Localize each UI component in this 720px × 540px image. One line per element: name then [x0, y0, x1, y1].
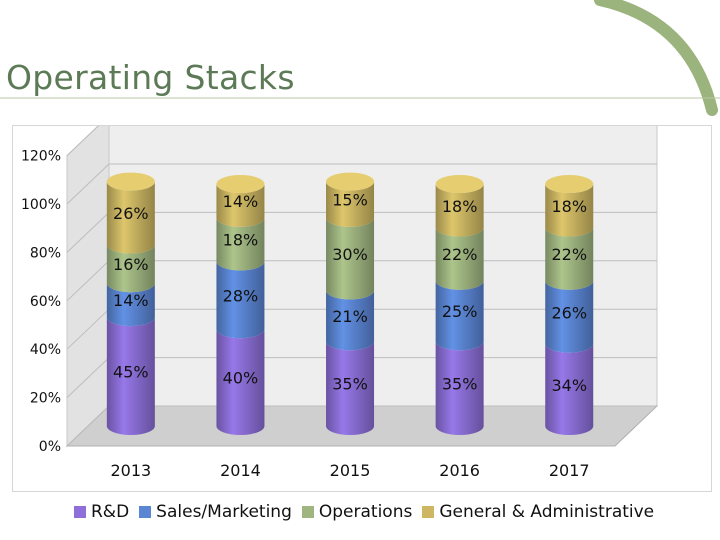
- legend-label: General & Administrative: [439, 502, 655, 522]
- bar-segment-general-administrative: [326, 181, 375, 227]
- stack-2015: [326, 172, 375, 435]
- bar-top-cap: [326, 172, 375, 191]
- stack-2014: [216, 175, 265, 435]
- bar-segment-general-administrative: [216, 184, 265, 227]
- bar-segment-general-administrative: [545, 184, 594, 237]
- bar-segment-operations: [435, 227, 484, 290]
- bar-segment-operations: [216, 217, 265, 271]
- data-label: 22%: [551, 245, 587, 264]
- data-label: 26%: [113, 204, 149, 223]
- x-category-label: 2014: [220, 461, 261, 480]
- bar-segment-general-administrative: [106, 181, 155, 254]
- y-tick-label: 20%: [30, 391, 61, 407]
- data-label: 21%: [332, 307, 368, 326]
- bar-segment-sales-marketing: [216, 261, 265, 339]
- chart-side-wall: [66, 126, 110, 448]
- y-tick-label: 0%: [39, 439, 61, 455]
- bar-segment-r-d: [106, 317, 155, 435]
- data-label: 18%: [223, 231, 259, 250]
- data-label: 35%: [442, 375, 478, 394]
- stacked-cylinder-chart: 0% 20% 40% 60% 80% 100% 120% 45% 14% 16% 26% 2013 40…: [21, 126, 659, 480]
- stack-2013: [106, 172, 155, 435]
- data-label: 35%: [332, 375, 368, 394]
- slide-title: Operating Stacks: [6, 58, 295, 97]
- data-label: 15%: [332, 191, 368, 210]
- legend-item: Operations: [301, 502, 413, 522]
- data-label: 34%: [551, 376, 587, 395]
- data-label: 26%: [551, 303, 587, 322]
- bar-segment-operations: [545, 227, 594, 290]
- data-label: 30%: [332, 245, 368, 264]
- data-label: 22%: [442, 245, 478, 264]
- legend-swatch: [139, 506, 152, 518]
- data-label: 16%: [113, 255, 149, 274]
- bar-segment-general-administrative: [435, 184, 484, 237]
- bar-segment-operations: [106, 244, 155, 293]
- gridline: [66, 163, 657, 205]
- legend-item: Sales/Marketing: [139, 502, 292, 522]
- bar-segment-r-d: [216, 329, 265, 435]
- legend-swatch: [422, 506, 435, 518]
- bar-segment-operations: [326, 217, 375, 300]
- bar-top-cap: [106, 172, 155, 191]
- y-tick-label: 80%: [30, 245, 61, 261]
- y-tick-label: 40%: [30, 342, 61, 358]
- legend-item: R&D: [74, 502, 129, 522]
- data-label: 18%: [551, 197, 587, 216]
- bar-top-cap: [216, 175, 265, 193]
- data-label: 40%: [223, 369, 259, 388]
- stack-2016: [435, 175, 484, 435]
- bar-top-cap: [545, 175, 594, 193]
- legend-swatch: [74, 506, 86, 518]
- bar-segment-r-d: [545, 343, 594, 435]
- data-label: 14%: [113, 291, 149, 310]
- x-category-label: 2015: [330, 461, 371, 480]
- x-category-label: 2013: [110, 461, 151, 480]
- legend-swatch: [301, 506, 314, 518]
- bar-segment-sales-marketing: [545, 280, 594, 353]
- x-category-label: 2016: [439, 461, 480, 480]
- bar-segment-sales-marketing: [435, 280, 484, 351]
- y-tick-label: 100%: [21, 197, 61, 213]
- data-label: 28%: [223, 286, 259, 305]
- gridline: [66, 126, 99, 156]
- legend-label: Operations: [318, 502, 413, 522]
- stack-2017: [545, 175, 594, 435]
- y-tick-label: 120%: [21, 149, 61, 165]
- data-label: 18%: [442, 197, 478, 216]
- bar-segment-r-d: [435, 341, 484, 435]
- legend-label: Sales/Marketing: [156, 502, 292, 522]
- bar-top-cap: [435, 175, 484, 193]
- bar-segment-sales-marketing: [326, 290, 375, 351]
- legend-item: General & Administrative: [422, 502, 654, 522]
- chart-legend: R&D Sales/Marketing Operations General & Ad…: [74, 502, 664, 522]
- legend-label: R&D: [91, 502, 130, 522]
- chart-area: 0% 20% 40% 60% 80% 100% 120% 45% 14% 16% 26% 2013 40…: [12, 125, 712, 492]
- data-label: 45%: [113, 363, 149, 382]
- data-label: 25%: [442, 302, 478, 321]
- x-category-label: 2017: [549, 461, 590, 480]
- bar-segment-r-d: [326, 341, 375, 435]
- data-label: 14%: [223, 192, 259, 211]
- bar-segment-sales-marketing: [106, 283, 155, 327]
- y-tick-label: 60%: [30, 294, 61, 310]
